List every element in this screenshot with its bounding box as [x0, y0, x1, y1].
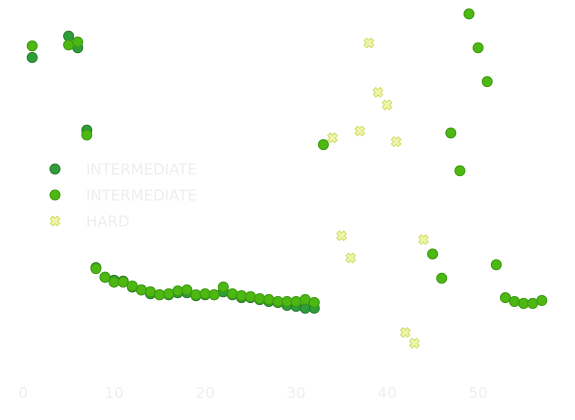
data-point-s1-40 — [518, 297, 530, 309]
data-point-s0-0 — [26, 51, 38, 63]
data-point-s2-2 — [345, 252, 357, 264]
data-point-s2-10 — [418, 234, 429, 245]
legend-label-1: INTERMEDIATE — [86, 187, 197, 205]
x-axis-ticks: 0 10 20 30 40 50 — [18, 384, 487, 402]
data-point-s1-35 — [472, 42, 484, 54]
data-point-s1-34 — [463, 8, 475, 20]
x-tick-label: 0 — [18, 384, 28, 402]
data-point-s2-3 — [354, 125, 366, 137]
data-point-s2-9 — [408, 337, 420, 349]
data-point-s1-13 — [172, 285, 184, 297]
data-point-s1-2 — [72, 36, 84, 48]
data-point-s1-41 — [527, 297, 539, 309]
x-tick-label: 30 — [287, 384, 306, 402]
data-point-s1-37 — [490, 259, 502, 271]
data-point-s2-7 — [390, 136, 402, 148]
legend-marker-1 — [49, 189, 61, 201]
data-point-s1-22 — [254, 293, 266, 305]
legend: INTERMEDIATE INTERMEDIATE HARD — [49, 161, 197, 231]
points-layer — [26, 8, 548, 349]
data-point-s2-0 — [327, 132, 338, 144]
data-point-s1-0 — [26, 40, 38, 52]
x-tick-label: 40 — [378, 384, 397, 402]
data-point-s2-6 — [381, 99, 393, 111]
x-tick-label: 10 — [105, 384, 124, 402]
data-point-s1-8 — [126, 280, 138, 292]
data-point-s1-36 — [481, 76, 493, 88]
data-point-s1-26 — [290, 295, 302, 307]
legend-marker-2 — [49, 215, 61, 227]
legend-label-0: INTERMEDIATE — [86, 161, 197, 179]
data-point-s1-9 — [135, 284, 147, 296]
data-point-s1-42 — [536, 295, 548, 307]
data-point-s1-17 — [208, 289, 220, 301]
data-point-s1-38 — [499, 292, 511, 304]
data-point-s1-18 — [217, 281, 229, 293]
data-point-s2-1 — [336, 230, 348, 242]
data-point-s1-20 — [236, 290, 247, 302]
data-point-s1-19 — [226, 288, 238, 300]
data-point-s1-4 — [90, 263, 102, 275]
data-point-s1-7 — [117, 276, 129, 288]
legend-marker-0 — [49, 163, 61, 175]
data-point-s2-5 — [372, 86, 384, 98]
data-point-s1-30 — [427, 248, 439, 260]
data-point-s1-5 — [99, 271, 111, 283]
legend-label-2: HARD — [86, 213, 130, 231]
data-point-s1-28 — [308, 296, 320, 308]
data-point-s1-11 — [154, 289, 166, 301]
data-point-s1-39 — [509, 295, 520, 307]
x-tick-label: 20 — [196, 384, 215, 402]
data-point-s1-1 — [63, 39, 75, 51]
data-point-s1-3 — [81, 129, 93, 141]
data-point-s1-23 — [263, 294, 275, 306]
data-point-s1-12 — [163, 288, 175, 300]
data-point-s1-14 — [181, 284, 193, 296]
data-point-s1-27 — [299, 294, 311, 306]
data-point-s1-10 — [145, 286, 156, 298]
data-point-s1-24 — [272, 295, 284, 307]
data-point-s1-31 — [436, 272, 448, 284]
data-point-s1-33 — [454, 165, 466, 177]
x-tick-label: 50 — [469, 384, 488, 402]
data-point-s1-16 — [199, 288, 211, 300]
data-point-s1-6 — [108, 276, 120, 288]
data-point-s2-4 — [363, 37, 375, 49]
data-point-s1-32 — [445, 127, 457, 139]
data-point-s2-8 — [399, 327, 411, 338]
data-point-s1-15 — [190, 289, 202, 301]
data-point-s1-21 — [245, 291, 257, 303]
data-point-s1-29 — [317, 139, 329, 151]
data-point-s1-25 — [281, 295, 293, 307]
